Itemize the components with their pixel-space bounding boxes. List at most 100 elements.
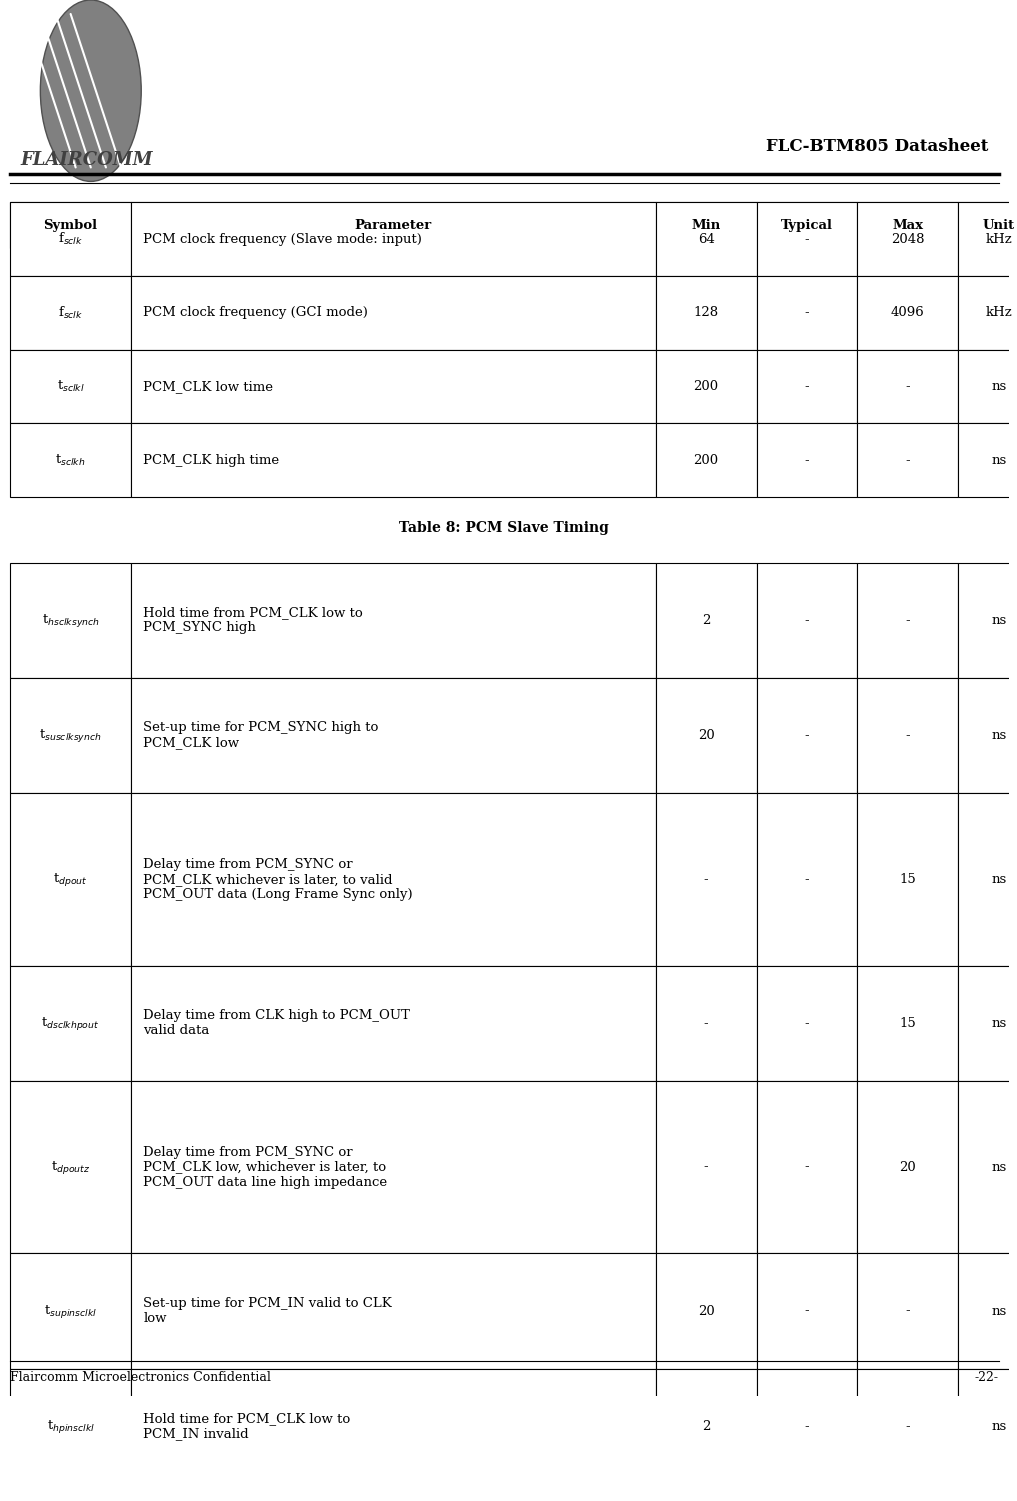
Bar (131, 203, 656, 248)
Text: -: - (804, 453, 810, 467)
Text: -: - (905, 1304, 910, 1318)
Text: 20: 20 (900, 1160, 916, 1174)
Text: FLC-BTM805 Datasheet: FLC-BTM805 Datasheet (766, 138, 989, 155)
Bar (10, 276, 131, 350)
Bar (10, 423, 131, 497)
Text: PCM clock frequency (Slave mode: input): PCM clock frequency (Slave mode: input) (143, 233, 422, 246)
Text: Delay time from PCM_SYNC or
PCM_CLK whichever is later, to valid
PCM_OUT data (L: Delay time from PCM_SYNC or PCM_CLK whic… (143, 857, 413, 901)
Bar (958, 793, 1017, 965)
Bar (857, 1369, 958, 1483)
Bar (131, 276, 656, 350)
Bar (10, 1081, 131, 1253)
Text: PCM_CLK low time: PCM_CLK low time (143, 380, 274, 393)
Text: ns: ns (992, 1160, 1007, 1174)
Text: PCM clock frequency (GCI mode): PCM clock frequency (GCI mode) (143, 306, 368, 320)
Bar (958, 276, 1017, 350)
Text: ns: ns (992, 1420, 1007, 1432)
Text: Max: Max (893, 219, 923, 231)
Text: t$_{sclkh}$: t$_{sclkh}$ (55, 453, 85, 468)
Text: Delay time from CLK high to PCM_OUT
valid data: Delay time from CLK high to PCM_OUT vali… (143, 1009, 410, 1037)
Bar (131, 965, 656, 1081)
Text: ns: ns (992, 729, 1007, 741)
Text: 2: 2 (702, 1420, 710, 1432)
Text: -: - (804, 1420, 810, 1432)
Bar (958, 1369, 1017, 1483)
Text: Hold time from PCM_CLK low to
PCM_SYNC high: Hold time from PCM_CLK low to PCM_SYNC h… (143, 606, 363, 635)
Text: -22-: -22- (974, 1370, 999, 1384)
Bar (958, 965, 1017, 1081)
Bar (656, 1081, 757, 1253)
Bar (757, 678, 857, 793)
Bar (131, 1081, 656, 1253)
Text: Delay time from PCM_SYNC or
PCM_CLK low, whichever is later, to
PCM_OUT data lin: Delay time from PCM_SYNC or PCM_CLK low,… (143, 1145, 387, 1189)
Bar (757, 203, 857, 276)
Bar (656, 965, 757, 1081)
Text: -: - (704, 1160, 709, 1174)
Text: ns: ns (992, 1016, 1007, 1030)
Text: 64: 64 (698, 233, 715, 246)
Bar (857, 563, 958, 678)
Bar (656, 1369, 757, 1483)
Text: Table 8: PCM Slave Timing: Table 8: PCM Slave Timing (400, 521, 609, 534)
Bar (656, 203, 757, 248)
Text: -: - (905, 453, 910, 467)
Bar (757, 423, 857, 497)
Text: 15: 15 (900, 1016, 916, 1030)
Bar (656, 203, 757, 276)
Text: t$_{sclkl}$: t$_{sclkl}$ (57, 380, 84, 395)
Text: t$_{dpoutz}$: t$_{dpoutz}$ (51, 1159, 91, 1175)
Text: -: - (804, 1160, 810, 1174)
Text: Hold time for PCM_CLK low to
PCM_IN invalid: Hold time for PCM_CLK low to PCM_IN inva… (143, 1412, 351, 1439)
Bar (757, 1253, 857, 1369)
Text: FLAIRCOMM: FLAIRCOMM (20, 152, 153, 170)
Bar (131, 793, 656, 965)
Text: t$_{dsclkhpout}$: t$_{dsclkhpout}$ (42, 1015, 100, 1031)
Text: 128: 128 (694, 306, 719, 320)
Bar (857, 423, 958, 497)
Text: Min: Min (692, 219, 721, 231)
Text: 15: 15 (900, 872, 916, 886)
Text: -: - (804, 729, 810, 741)
Text: Typical: Typical (781, 219, 833, 231)
Text: 20: 20 (698, 1304, 715, 1318)
Text: 4096: 4096 (891, 306, 924, 320)
Bar (958, 1081, 1017, 1253)
Bar (958, 203, 1017, 276)
Bar (656, 678, 757, 793)
Text: t$_{susclksynch}$: t$_{susclksynch}$ (40, 726, 102, 744)
Text: t$_{dpout}$: t$_{dpout}$ (53, 871, 87, 887)
Bar (656, 423, 757, 497)
Ellipse shape (41, 0, 141, 182)
Text: kHz: kHz (985, 306, 1012, 320)
Text: -: - (905, 380, 910, 393)
Text: 200: 200 (694, 453, 719, 467)
Bar (857, 203, 958, 276)
Bar (10, 203, 131, 276)
Bar (10, 203, 131, 248)
Bar (958, 1253, 1017, 1369)
Bar (958, 678, 1017, 793)
Bar (10, 350, 131, 423)
Text: f$_{sclk}$: f$_{sclk}$ (58, 305, 83, 321)
Text: t$_{supinsclkl}$: t$_{supinsclkl}$ (44, 1303, 97, 1319)
Bar (958, 203, 1017, 248)
Bar (656, 793, 757, 965)
Bar (857, 678, 958, 793)
Text: -: - (704, 1016, 709, 1030)
Bar (958, 423, 1017, 497)
Bar (857, 965, 958, 1081)
Text: -: - (905, 1420, 910, 1432)
Text: -: - (804, 233, 810, 246)
Bar (857, 1081, 958, 1253)
Text: Set-up time for PCM_IN valid to CLK
low: Set-up time for PCM_IN valid to CLK low (143, 1297, 392, 1325)
Bar (857, 350, 958, 423)
Text: ns: ns (992, 453, 1007, 467)
Bar (757, 1369, 857, 1483)
Bar (131, 1369, 656, 1483)
Text: ns: ns (992, 380, 1007, 393)
Bar (857, 793, 958, 965)
Bar (131, 350, 656, 423)
Bar (10, 563, 131, 678)
Bar (857, 1253, 958, 1369)
Bar (757, 276, 857, 350)
